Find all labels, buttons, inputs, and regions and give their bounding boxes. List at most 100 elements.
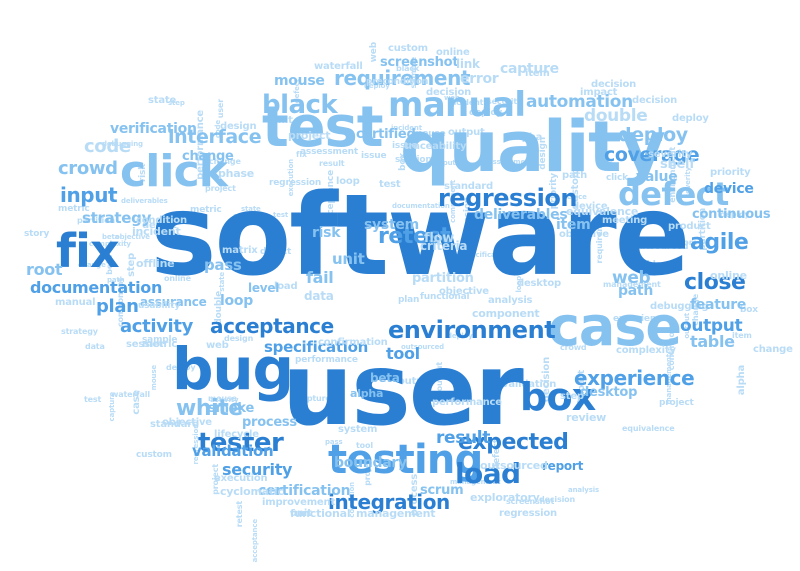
- cloud-word: phase: [218, 167, 255, 180]
- cloud-word: design: [224, 334, 254, 343]
- cloud-word: improvement: [262, 497, 336, 508]
- cloud-word: software: [150, 171, 690, 301]
- cloud-word: deploy: [469, 108, 503, 118]
- cloud-word: specification: [264, 338, 368, 356]
- cloud-word: deliverables: [121, 197, 168, 205]
- cloud-word: white: [176, 396, 243, 421]
- cloud-word: alpha: [736, 365, 747, 396]
- cloud-word: online: [164, 274, 191, 283]
- cloud-word: management: [450, 478, 501, 486]
- cloud-word: project: [288, 129, 331, 142]
- cloud-word: experience: [574, 366, 695, 390]
- cloud-word: deploy: [166, 363, 196, 372]
- cloud-word: box: [740, 305, 758, 315]
- cloud-word: click: [606, 173, 628, 183]
- cloud-word: outsourced: [480, 459, 548, 472]
- cloud-word: issue: [361, 151, 387, 161]
- cloud-word: lifecycle: [214, 429, 259, 440]
- cloud-word: test: [273, 211, 289, 219]
- cloud-word: user: [216, 99, 225, 119]
- cloud-word: deliverables: [474, 207, 568, 223]
- cloud-word: output: [680, 316, 743, 336]
- cloud-word: load: [274, 281, 298, 292]
- cloud-word: desktop: [517, 278, 561, 289]
- cloud-word: change: [753, 344, 793, 355]
- cloud-word: session: [395, 155, 432, 165]
- cloud-word: change: [78, 261, 106, 269]
- cloud-word: expected: [458, 430, 569, 455]
- cloud-word: project: [205, 184, 236, 193]
- cloud-word: screenshot: [380, 55, 459, 70]
- cloud-word: metric: [58, 204, 90, 214]
- cloud-word: execution: [214, 473, 268, 484]
- cloud-word: web: [369, 42, 379, 63]
- cloud-word: complexity: [89, 240, 131, 248]
- cloud-word: device: [704, 181, 754, 197]
- cloud-word: objective: [115, 233, 150, 241]
- cloud-word: item: [525, 68, 550, 79]
- cloud-word: fix: [296, 150, 307, 159]
- cloud-word: strategy: [61, 327, 98, 336]
- cloud-word: automation: [526, 92, 633, 112]
- cloud-word: story: [24, 229, 50, 239]
- cloud-word: verification: [110, 121, 197, 137]
- cloud-word: defect: [618, 175, 729, 213]
- cloud-word: performance: [295, 355, 358, 365]
- cloud-word: table: [690, 332, 735, 351]
- cloud-word: component: [472, 307, 540, 320]
- cloud-word: debugging: [102, 140, 143, 148]
- cloud-word: link: [456, 57, 480, 71]
- cloud-word: assessment: [300, 147, 358, 157]
- cloud-word: severity: [648, 149, 693, 160]
- cloud-word: data: [304, 289, 334, 303]
- cloud-word: product: [668, 221, 711, 232]
- cloud-word: state: [148, 95, 177, 106]
- cloud-word: agile: [690, 230, 749, 255]
- cloud-word: criteria: [420, 239, 468, 253]
- cloud-word: complexity: [616, 345, 676, 356]
- cloud-word: interface: [168, 126, 262, 148]
- cloud-word: decision: [591, 79, 637, 90]
- cloud-word: online: [710, 269, 747, 282]
- cloud-word: desktop: [580, 385, 638, 400]
- cloud-word: security: [222, 460, 293, 479]
- cloud-word: loop: [220, 293, 253, 309]
- cloud-word: cyclomatic: [220, 485, 284, 498]
- cloud-word: tool: [356, 441, 373, 450]
- cloud-word: documentation: [30, 278, 163, 297]
- cloud-word: web: [444, 94, 460, 102]
- cloud-word: capture: [297, 394, 331, 403]
- cloud-word: path: [562, 170, 588, 181]
- cloud-word: beta: [102, 233, 120, 241]
- cloud-word: matrix: [222, 245, 258, 256]
- cloud-word: case: [548, 295, 682, 358]
- cloud-word: meeting: [602, 215, 648, 226]
- cloud-word: device: [572, 201, 608, 212]
- cloud-word: crowd: [58, 158, 118, 179]
- cloud-word: objective: [559, 229, 609, 240]
- cloud-word: outsourced: [633, 242, 689, 252]
- cloud-word: regression: [438, 184, 577, 212]
- cloud-word: mouse: [208, 394, 237, 403]
- cloud-word: functional: [420, 292, 470, 302]
- cloud-word: input: [60, 183, 118, 207]
- cloud-word: black: [396, 64, 420, 73]
- cloud-word: box: [520, 375, 596, 419]
- cloud-word: error: [460, 71, 499, 87]
- cloud-word: acceptance: [210, 314, 334, 338]
- cloud-word: activity: [210, 396, 239, 404]
- cloud-word: standard: [150, 419, 199, 430]
- cloud-word: review: [566, 411, 607, 424]
- cloud-word: activity: [120, 316, 193, 337]
- cloud-word: feature: [690, 297, 747, 313]
- cloud-word: analysis: [568, 486, 600, 494]
- cloud-word: black: [262, 90, 338, 120]
- cloud-word: exploratory: [470, 491, 540, 504]
- cloud-word: process: [242, 415, 297, 430]
- cloud-word: value: [636, 169, 678, 185]
- cloud-word: result: [436, 428, 491, 448]
- cloud-word: coverage: [604, 144, 700, 166]
- cloud-word: matrix: [357, 221, 382, 229]
- cloud-word: certification: [258, 483, 351, 499]
